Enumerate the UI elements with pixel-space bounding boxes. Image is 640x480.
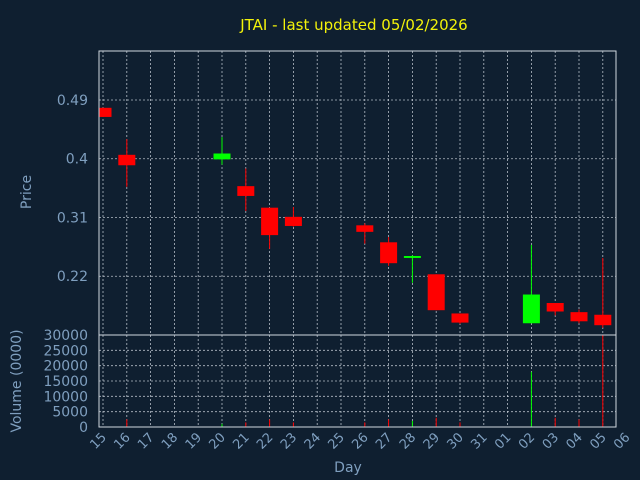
candle-body — [570, 312, 588, 322]
x-tick-label: 23 — [278, 430, 300, 452]
candle — [451, 313, 469, 324]
price-tick-label: 0.4 — [66, 152, 88, 168]
candle — [237, 168, 255, 211]
candle — [118, 139, 136, 187]
x-tick-label: 16 — [111, 430, 133, 452]
x-axis-label: Day — [334, 460, 362, 476]
candle — [570, 309, 588, 324]
price-axis-label: Price — [19, 175, 35, 209]
x-tick-label: 15 — [88, 430, 110, 452]
x-tick-label: 30 — [445, 430, 467, 452]
price-tick-label: 0.49 — [57, 93, 88, 109]
candle — [403, 255, 421, 283]
price-panel-frame — [98, 50, 617, 336]
price-tick-label: 0.22 — [57, 269, 88, 285]
price-tick-label: 0.31 — [57, 210, 88, 226]
candle — [284, 207, 302, 227]
x-tick-label: 24 — [302, 430, 324, 452]
candle-body — [99, 107, 112, 117]
candle — [594, 257, 612, 328]
candle-body — [356, 225, 374, 232]
x-tick-label: 04 — [564, 430, 586, 452]
candle — [356, 223, 374, 244]
x-tick-label: 21 — [230, 430, 252, 452]
candle — [261, 207, 279, 249]
volume-panel-frame — [98, 334, 617, 428]
x-tick-label: 18 — [159, 430, 181, 452]
x-tick-label: 03 — [540, 430, 562, 452]
x-tick-label: 20 — [207, 430, 229, 452]
x-tick-label: 22 — [254, 430, 276, 452]
candle-body — [427, 274, 445, 311]
candle-body — [284, 216, 302, 226]
x-tick-label: 19 — [183, 430, 205, 452]
candle-body — [594, 314, 612, 326]
volume-tick-label: 15000 — [43, 374, 88, 390]
candle-body — [118, 154, 136, 166]
volume-axis-label: Volume (0000) — [9, 329, 25, 432]
price-grid — [99, 51, 616, 335]
price-axis-ticks: 0.22 0.31 0.4 0.49 — [57, 93, 88, 285]
chart-title: JTAI - last updated 05/02/2026 — [239, 16, 467, 34]
candle — [427, 274, 445, 311]
x-tick-label: 28 — [397, 430, 419, 452]
volume-tick-label: 0 — [79, 420, 88, 436]
volume-tick-label: 5000 — [52, 405, 88, 421]
x-tick-label: 06 — [611, 430, 633, 452]
candle-body — [451, 313, 469, 323]
volume-bars — [126, 335, 604, 427]
x-tick-label: 31 — [468, 430, 490, 452]
candle — [213, 137, 231, 165]
candle-body — [261, 207, 279, 236]
volume-tick-label: 30000 — [43, 328, 88, 344]
x-tick-label: 17 — [135, 430, 157, 452]
candle-body — [380, 242, 398, 264]
candle-body — [522, 294, 540, 324]
x-tick-label: 29 — [421, 430, 443, 452]
x-tick-label: 02 — [516, 430, 538, 452]
candle — [546, 303, 564, 316]
volume-tick-label: 20000 — [43, 359, 88, 375]
volume-grid — [99, 335, 616, 427]
candle — [522, 244, 540, 324]
candle-body — [213, 153, 231, 160]
volume-tick-label: 10000 — [43, 389, 88, 405]
candle — [99, 107, 112, 117]
x-tick-label: 27 — [373, 430, 395, 452]
candle-body — [237, 186, 255, 196]
candle — [380, 237, 398, 266]
x-tick-label: 01 — [492, 430, 514, 452]
candle-body — [403, 256, 421, 258]
x-tick-label: 05 — [587, 430, 609, 452]
candle-body — [546, 303, 564, 312]
candles — [99, 107, 612, 328]
x-axis-ticks: 15 16 17 18 19 20 21 22 23 24 25 26 27 28 29 30 31 01 02 03… — [88, 430, 634, 452]
volume-tick-label: 25000 — [43, 343, 88, 359]
x-tick-label: 26 — [349, 430, 371, 452]
x-tick-label: 25 — [326, 430, 348, 452]
